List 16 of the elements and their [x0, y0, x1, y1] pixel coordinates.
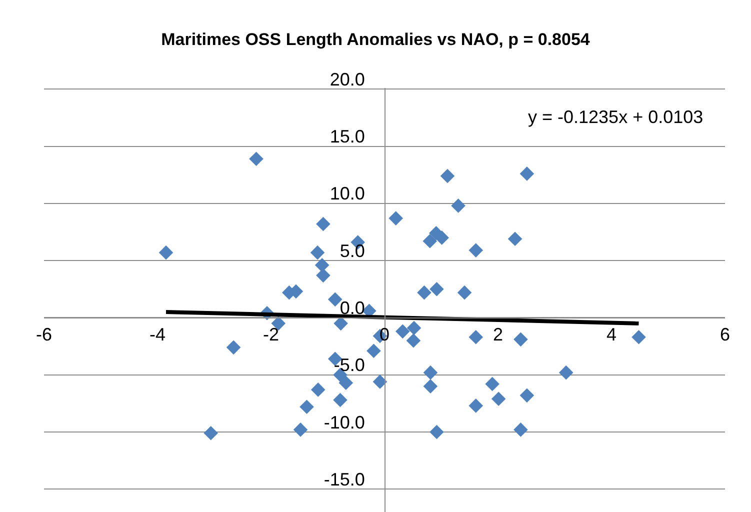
y-tick-label: 15.0 [330, 126, 365, 147]
x-tick-label: 6 [720, 324, 730, 344]
x-tick-label: -6 [36, 324, 52, 344]
y-tick-label: 20.0 [330, 69, 365, 90]
y-tick-label: -10.0 [324, 412, 365, 432]
y-tick-label: -15.0 [324, 469, 365, 490]
y-tick-label: 10.0 [330, 184, 365, 204]
y-tick-label: -5.0 [334, 355, 365, 376]
x-tick-label: -2 [262, 324, 280, 344]
chart-title: Maritimes OSS Length Anomalies vs NAO, p = 0.8054 [161, 30, 590, 50]
y-tick-label: 5.0 [340, 240, 365, 261]
y-tick-label: 0.0 [340, 298, 365, 318]
x-tick-label: -4 [149, 324, 166, 344]
annotation: y = -0.1235x + 0.0103 [528, 107, 704, 127]
x-tick-label: 4 [606, 324, 617, 344]
x-tick-label: 2 [492, 324, 504, 344]
